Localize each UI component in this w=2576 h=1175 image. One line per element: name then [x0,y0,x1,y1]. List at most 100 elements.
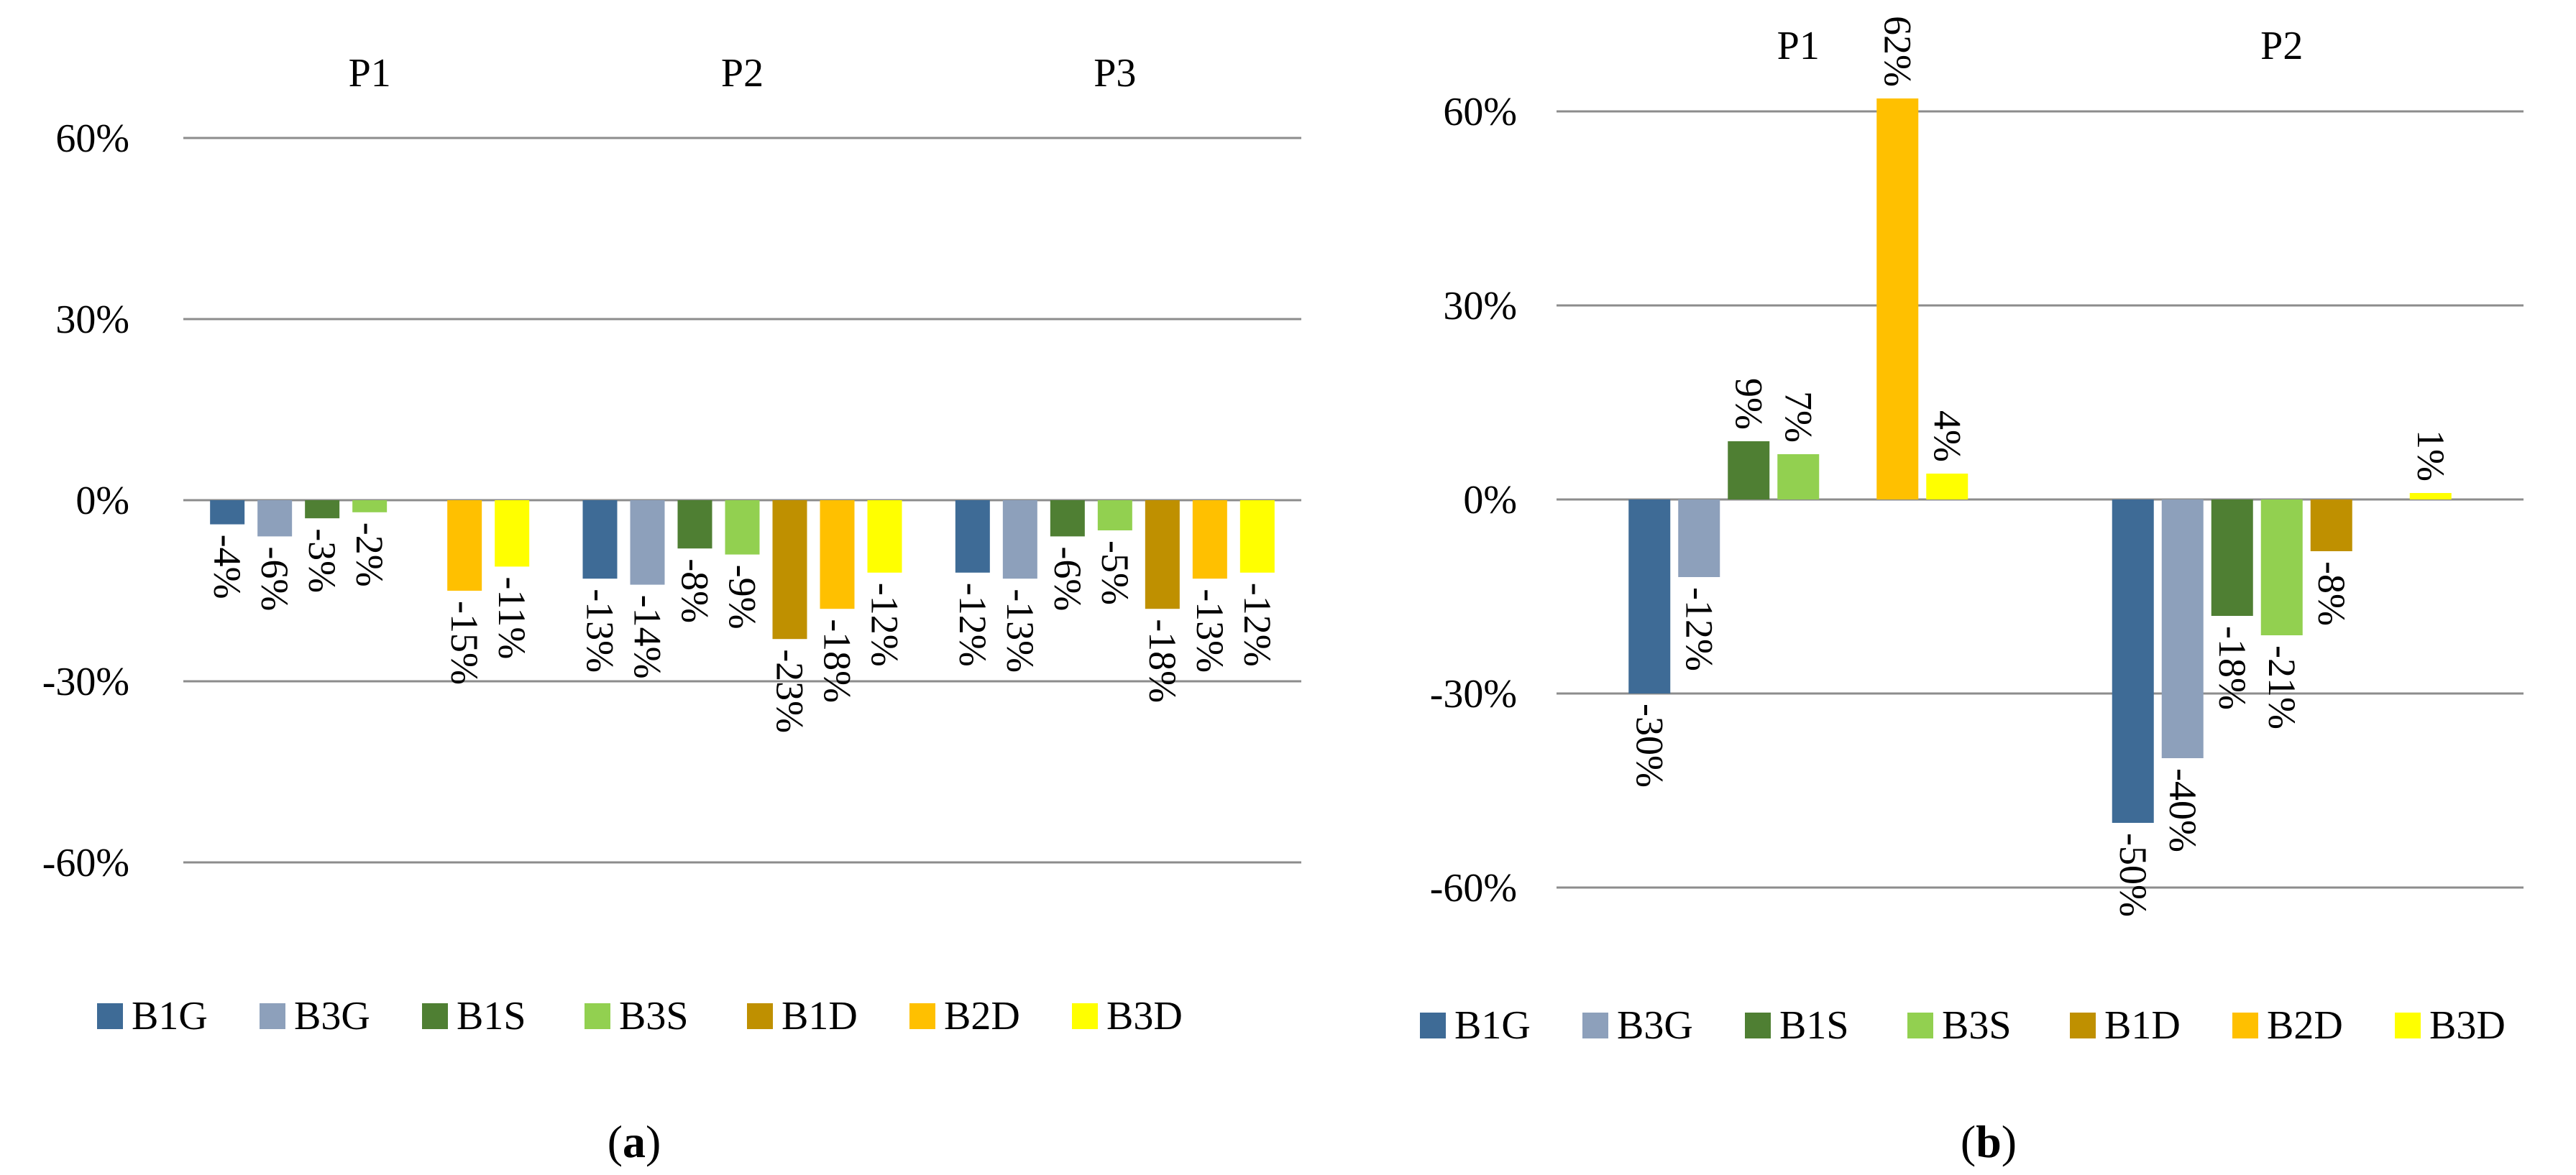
data-label: -12% [1677,587,1720,671]
data-label: -18% [2211,626,2254,710]
bar-b3s [352,500,388,512]
legend-swatch-b3s [1907,1013,1933,1038]
legend-swatch-b1g [1420,1013,1446,1038]
chart-b: 60%30%0%-30%-60%P1-30%-12%9% 7%62%4%P2-50… [1430,16,2524,917]
caption-a: (a) [608,1116,661,1167]
bar-b3d [1239,500,1275,573]
data-label: -8% [674,558,717,623]
data-label: -12% [951,583,994,667]
y-tick-label: 0% [75,479,129,523]
y-tick-label: 30% [55,298,129,342]
bar-b3d [1926,474,1968,499]
y-tick-label: 60% [55,116,129,161]
legend-swatch-b3s [585,1003,610,1029]
data-label: -13% [1188,589,1232,673]
bar-b1g [955,500,990,573]
bar-b1s [305,500,340,519]
bar-b2d [820,500,855,609]
legend-label: B1D [781,994,858,1038]
bar-b2d [1876,98,1919,499]
data-label: -4% [206,535,249,599]
category-label: P2 [721,51,764,96]
data-label: 1% [2409,430,2452,481]
data-label: -50% [2112,833,2155,917]
bar-b3g [2161,499,2204,758]
bar-b1s [2211,499,2253,616]
bar-b3d [867,500,902,573]
bar-b3s [1777,454,1820,499]
data-label: -18% [1141,619,1184,703]
legend-label: B2D [2267,1003,2343,1048]
category-label: P3 [1094,51,1136,96]
y-tick-label: 30% [1443,284,1517,328]
y-tick-label: 60% [1443,90,1517,134]
chart-a: 60%30%0%-30%-60%P1-4% -6% -3% -2%-15% -11%P2… [42,51,1301,885]
data-label: -12% [1236,583,1279,667]
data-label: 4% [1925,410,1968,462]
bar-b1g [1628,499,1671,694]
legend-a: B1G B3G B1S B3S B1D B2D B3D [97,994,1183,1038]
data-label: -14% [626,595,669,679]
bar-b1d [1145,500,1180,609]
bar-b1d [2310,499,2352,551]
bar-b3g [1678,499,1720,577]
bar-b1s [677,500,712,549]
data-label: -23% [769,649,812,733]
data-label: -21% [2260,645,2304,729]
y-tick-label: 0% [1463,478,1517,522]
legend-swatch-b3g [260,1003,285,1029]
legend-label: B1S [1779,1003,1849,1048]
category-label: P1 [349,51,391,96]
bar-b3g [1002,500,1037,579]
data-label: 9% [1727,378,1770,430]
y-tick-label: -30% [1430,672,1517,716]
data-label: -2% [348,522,391,587]
bar-b3s [1097,500,1132,530]
legend-swatch-b1s [1745,1013,1771,1038]
bar-b1s [1728,441,1770,499]
data-label: 7% [1777,391,1820,443]
bar-b3g [257,500,293,537]
legend-label: B3D [1106,994,1183,1038]
bar-b1g [2112,499,2154,823]
data-label: -13% [999,589,1042,673]
bar-b3d [2409,493,2452,499]
bar-b1g [582,500,618,579]
bar-b1g [210,500,245,525]
category-label: P1 [1777,24,1820,68]
legend-swatch-b1d [747,1003,773,1029]
legend-label: B2D [944,994,1020,1038]
bar-b3d [495,500,530,567]
caption-b: (b) [1961,1116,2017,1167]
legend-swatch-b1g [97,1003,123,1029]
legend-label: B3D [2429,1003,2506,1048]
legend-label: B1G [1454,1003,1531,1048]
data-label: -6% [1046,546,1089,611]
data-label: -30% [1628,704,1671,788]
data-label: -8% [2310,561,2353,626]
legend-label: B1D [2104,1003,2181,1048]
data-label: 62% [1876,16,1919,87]
bar-b3s [2260,499,2303,635]
legend-swatch-b1s [422,1003,448,1029]
data-label: -13% [579,589,622,673]
bar-b2d [447,500,482,591]
data-label: -40% [2161,768,2204,852]
legend-swatch-b2d [2232,1013,2258,1038]
legend-label: B3S [1942,1003,2012,1048]
y-tick-label: -30% [42,660,129,704]
data-label: -5% [1094,540,1137,605]
data-label: -12% [863,583,907,667]
y-tick-label: -60% [42,841,129,885]
data-label: -6% [253,546,296,611]
legend-b: B1G B3G B1S B3S B1D B2D B3D [1420,1003,2506,1048]
bar-b3s [725,500,760,555]
bar-b2d [1192,500,1227,579]
legend-swatch-b2d [909,1003,935,1029]
data-label: -11% [490,576,533,659]
legend-label: B3S [619,994,689,1038]
data-label: -3% [301,528,344,593]
data-label: -9% [721,565,764,630]
data-label: -15% [443,601,486,685]
